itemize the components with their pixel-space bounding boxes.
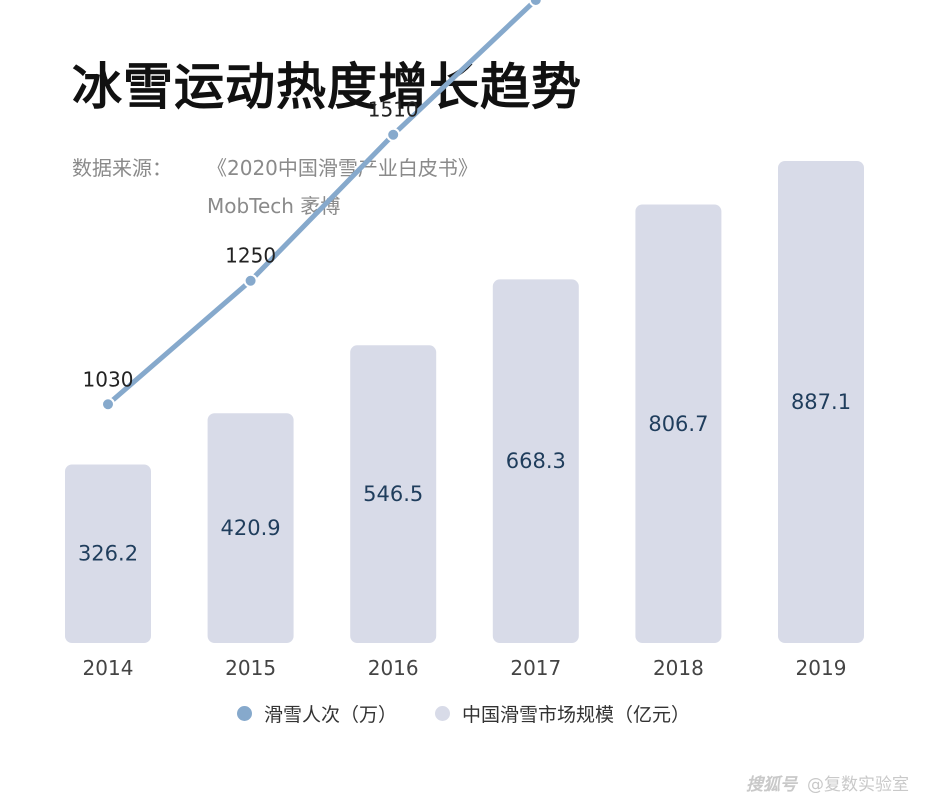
bar-2018: [635, 204, 722, 644]
legend-label-visits: 滑雪人次（万）: [263, 704, 397, 726]
line-point-2015: [243, 273, 258, 288]
watermark-logo: 搜狐号: [746, 775, 797, 795]
line-label-2016: 1510: [368, 98, 419, 122]
legend-swatch-bar: [435, 706, 450, 721]
bar-label-2019: 887.1: [791, 390, 851, 414]
chart-legend: 滑雪人次（万） 中国滑雪市场规模（亿元）: [0, 700, 927, 727]
legend-item-market: 中国滑雪市场规模（亿元）: [435, 700, 690, 727]
bar-2015: [207, 413, 294, 643]
line-label-2014: 1030: [83, 367, 134, 391]
x-tick-2016: 2016: [368, 656, 419, 680]
bar-label-2016: 546.5: [363, 482, 423, 506]
line-point-2017: [528, 0, 543, 7]
line-label-2015: 1250: [225, 244, 276, 268]
bar-2017: [492, 279, 579, 643]
line-point-2016: [386, 127, 401, 142]
legend-swatch-line: [236, 706, 252, 721]
bar-2016: [350, 345, 437, 643]
source-publication: 《2020中国滑雪产业白皮书》: [207, 156, 478, 180]
source-label: 数据来源：: [72, 156, 172, 180]
bar-2014: [65, 464, 151, 643]
page-title: 冰雪运动热度增长趋势: [72, 58, 582, 116]
x-tick-2015: 2015: [225, 656, 276, 680]
x-tick-2019: 2019: [796, 656, 847, 680]
line-series-visits: [105, 0, 540, 407]
legend-item-visits: 滑雪人次（万）: [236, 700, 397, 727]
line-point-2014: [101, 397, 115, 412]
legend-label-market: 中国滑雪市场规模（亿元）: [462, 704, 691, 726]
bar-label-2015: 420.9: [221, 516, 281, 540]
bar-label-2017: 668.3: [506, 449, 566, 473]
bar-label-2014: 326.2: [78, 542, 138, 566]
x-tick-2017: 2017: [510, 656, 561, 680]
watermark-text: @复数实验室: [807, 775, 909, 795]
bar-2019: [778, 161, 864, 643]
bar-label-2018: 806.7: [648, 412, 708, 436]
x-tick-2018: 2018: [653, 656, 704, 680]
x-tick-2014: 2014: [83, 656, 134, 680]
watermark: 搜狐号 @复数实验室: [746, 770, 909, 795]
